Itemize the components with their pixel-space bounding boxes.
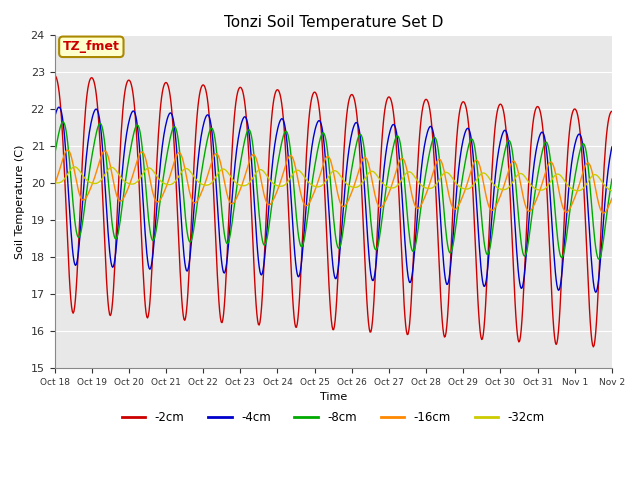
Line: -16cm: -16cm [54, 150, 612, 213]
-32cm [51, 180, 58, 185]
-4cm [402, 250, 410, 255]
-32cm [402, 171, 410, 177]
-2cm [61, 172, 68, 178]
-8cm [418, 196, 426, 202]
-4cm [205, 113, 212, 119]
-4cm [608, 144, 616, 150]
-2cm [175, 235, 182, 241]
-4cm [61, 144, 69, 149]
-2cm [608, 108, 616, 114]
-8cm [119, 198, 127, 204]
-4cm [51, 115, 58, 121]
-2cm [589, 344, 597, 350]
-8cm [402, 193, 410, 199]
-4cm [175, 186, 183, 192]
-16cm [608, 195, 616, 201]
-8cm [595, 256, 603, 262]
-2cm [118, 118, 126, 124]
X-axis label: Time: Time [319, 393, 347, 402]
-16cm [51, 182, 58, 188]
-32cm [418, 183, 426, 189]
-16cm [119, 196, 127, 202]
-16cm [600, 210, 607, 216]
-16cm [64, 147, 72, 153]
-8cm [51, 153, 58, 159]
Legend: -2cm, -4cm, -8cm, -16cm, -32cm: -2cm, -4cm, -8cm, -16cm, -32cm [117, 407, 550, 429]
-16cm [175, 150, 183, 156]
Line: -4cm: -4cm [54, 107, 612, 292]
-16cm [61, 151, 68, 156]
-8cm [61, 124, 69, 130]
-8cm [60, 119, 67, 125]
-32cm [71, 164, 79, 170]
-8cm [175, 146, 183, 152]
Line: -32cm: -32cm [54, 167, 612, 191]
-16cm [418, 201, 426, 206]
-32cm [608, 188, 616, 193]
-32cm [175, 172, 183, 178]
Line: -8cm: -8cm [54, 122, 612, 259]
-8cm [205, 131, 212, 136]
Y-axis label: Soil Temperature (C): Soil Temperature (C) [15, 144, 25, 259]
-16cm [402, 162, 410, 168]
-32cm [61, 176, 68, 181]
Text: TZ_fmet: TZ_fmet [63, 40, 120, 53]
-16cm [205, 168, 212, 174]
-2cm [204, 101, 212, 107]
-8cm [608, 176, 616, 182]
-2cm [51, 72, 58, 78]
Line: -2cm: -2cm [54, 75, 612, 347]
Title: Tonzi Soil Temperature Set D: Tonzi Soil Temperature Set D [223, 15, 443, 30]
-4cm [418, 160, 426, 166]
-4cm [592, 289, 600, 295]
-4cm [119, 164, 127, 169]
-32cm [119, 177, 127, 182]
-32cm [205, 182, 212, 188]
-4cm [55, 104, 63, 110]
-2cm [417, 115, 425, 121]
-2cm [401, 314, 409, 320]
